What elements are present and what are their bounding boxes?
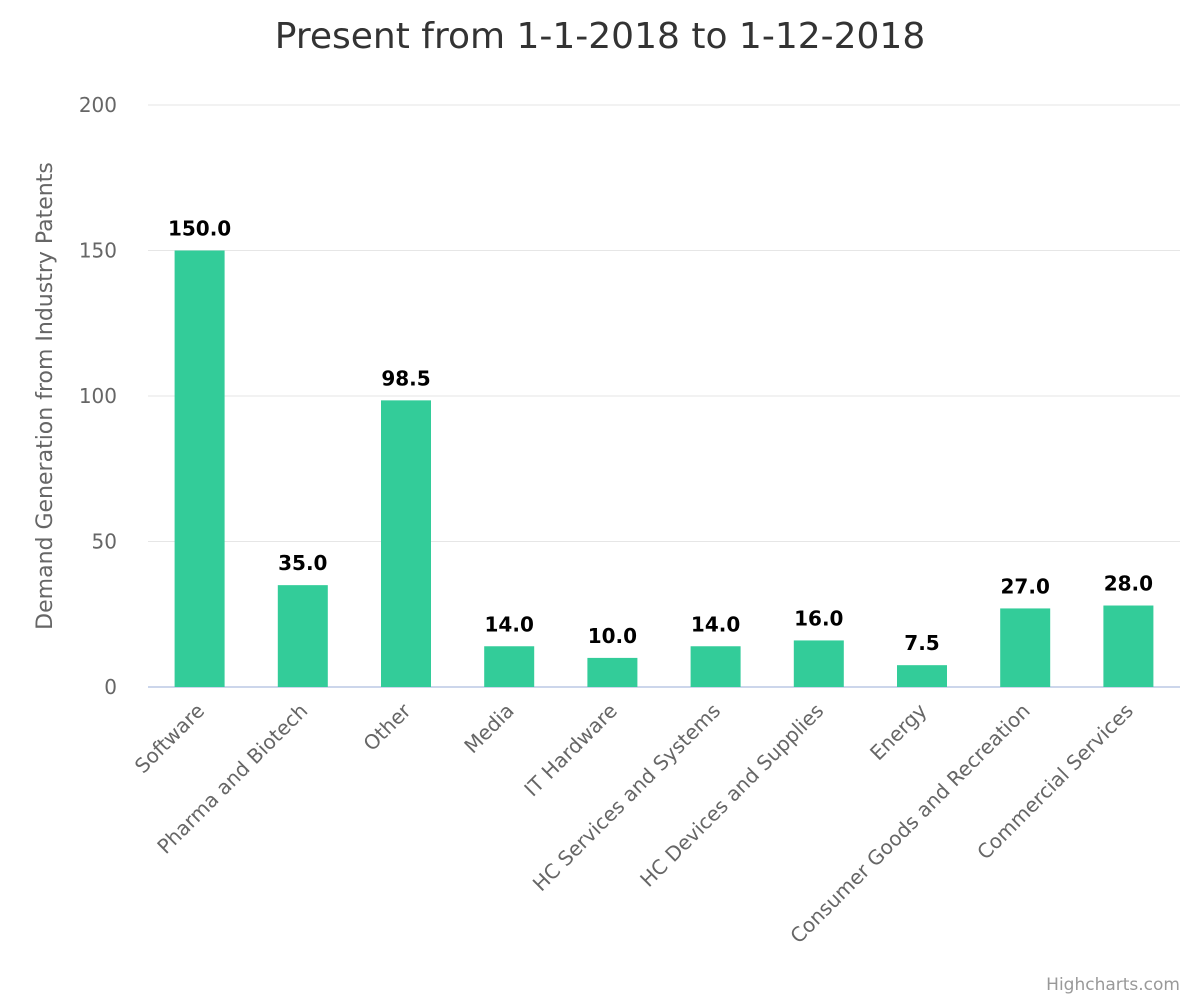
bar[interactable] — [690, 646, 741, 687]
y-tick-label: 150 — [79, 239, 117, 263]
bar[interactable] — [1103, 605, 1154, 687]
x-tick-label: Software — [130, 699, 209, 778]
bars — [174, 250, 1154, 688]
data-label: 27.0 — [1001, 574, 1050, 598]
x-tick-label: Energy — [865, 698, 932, 765]
bar[interactable] — [381, 400, 431, 687]
y-tick-label: 0 — [104, 675, 117, 699]
y-tick-label: 200 — [79, 93, 117, 117]
data-label: 28.0 — [1104, 572, 1153, 596]
y-tick-label: 50 — [92, 530, 117, 554]
data-labels: 150.0 35.0 98.5 14.0 10.0 14.0 16.0 7.5 27.0 28.0 — [168, 217, 1153, 656]
data-label: 14.0 — [691, 612, 740, 636]
data-label: 150.0 — [168, 217, 231, 241]
y-axis-ticks: 0 50 100 150 200 — [79, 93, 117, 699]
bar[interactable] — [793, 640, 844, 687]
data-label: 35.0 — [278, 551, 327, 575]
x-tick-label: Media — [459, 699, 518, 758]
y-axis-title: Demand Generation from Industry Patents — [33, 162, 58, 630]
data-label: 98.5 — [381, 366, 430, 390]
x-tick-label: Other — [358, 698, 416, 756]
data-label: 7.5 — [904, 631, 939, 655]
data-label: 16.0 — [794, 606, 843, 630]
chart-title: Present from 1-1-2018 to 1-12-2018 — [275, 16, 925, 57]
bar[interactable] — [897, 665, 947, 687]
x-tick-label: HC Services and Systems — [528, 699, 725, 896]
bar[interactable] — [277, 585, 328, 687]
bar[interactable] — [484, 646, 535, 687]
x-tick-label: HC Devices and Supplies — [635, 699, 828, 892]
bar[interactable] — [587, 657, 638, 687]
bar[interactable] — [1000, 608, 1051, 687]
y-tick-label: 100 — [79, 384, 117, 408]
credits-link[interactable]: Highcharts.com — [1046, 975, 1180, 995]
bar[interactable] — [174, 250, 225, 688]
data-label: 10.0 — [588, 624, 637, 648]
x-tick-label: IT Hardware — [519, 699, 622, 802]
data-label: 14.0 — [485, 612, 534, 636]
